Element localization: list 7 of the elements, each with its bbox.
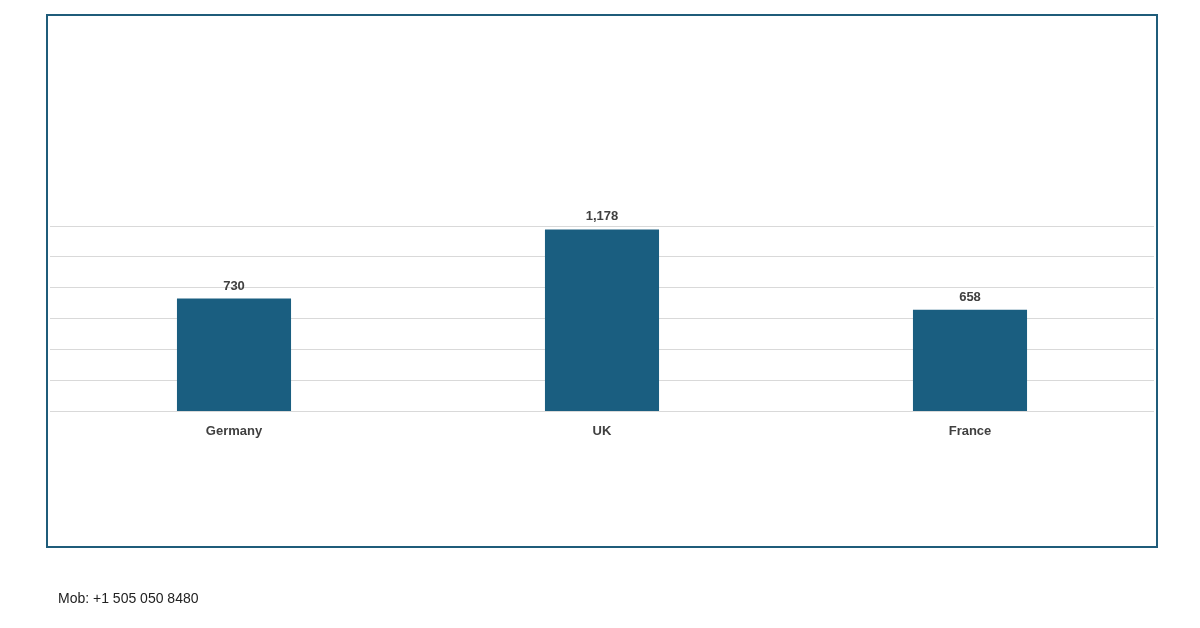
data-label: 1,178 — [585, 208, 619, 224]
text: Mob: +1 505 050 8480 — [58, 590, 199, 606]
data-label: 730 — [223, 277, 245, 293]
x-tick-label: Germany — [205, 422, 263, 438]
x-tick-label: UK — [592, 422, 612, 438]
x-tick-label: France — [948, 422, 992, 438]
data-label: 658 — [959, 288, 981, 304]
